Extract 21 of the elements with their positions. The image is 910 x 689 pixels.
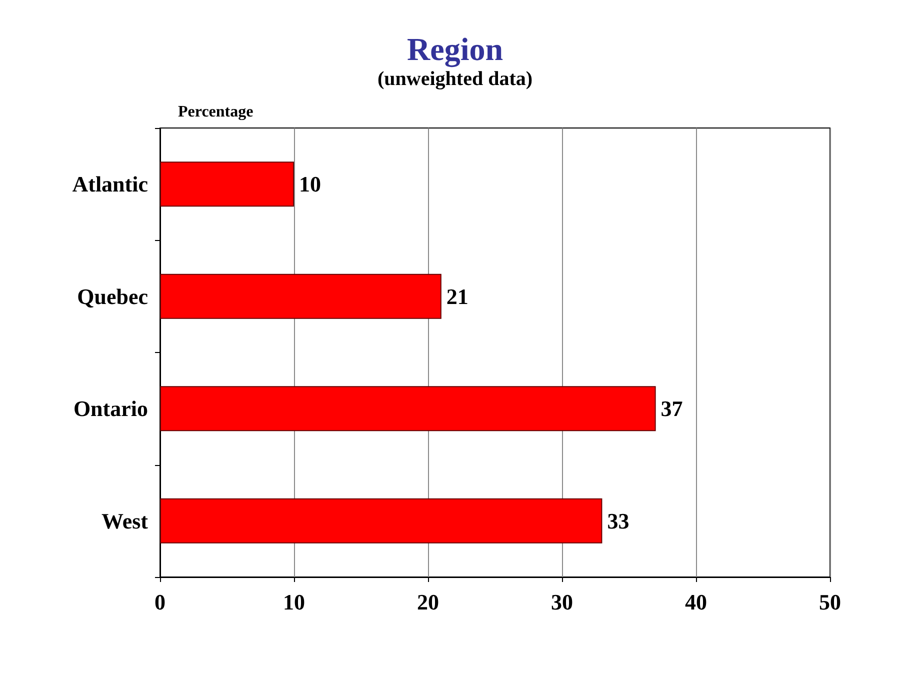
- bar: [160, 274, 442, 319]
- x-tick-label: 0: [154, 590, 166, 614]
- x-tick-label: 40: [685, 590, 707, 614]
- chart-subtitle: (unweighted data): [377, 68, 533, 90]
- x-tick-label: 10: [283, 590, 305, 614]
- x-tick-label: 20: [417, 590, 439, 614]
- x-tick-label: 30: [551, 590, 573, 614]
- x-axis-title: Percentage: [178, 104, 254, 120]
- y-tick-label: Ontario: [73, 396, 148, 422]
- bar: [160, 386, 656, 432]
- bar: [160, 498, 602, 544]
- data-label: 10: [299, 172, 321, 197]
- data-label: 37: [660, 396, 683, 422]
- bar: [160, 162, 294, 207]
- x-tick-label: 50: [819, 590, 841, 614]
- y-tick-label: West: [102, 508, 149, 534]
- data-label: 33: [607, 508, 630, 534]
- data-label: 21: [446, 284, 468, 309]
- chart-title: Region: [407, 31, 504, 68]
- y-tick-label: Atlantic: [72, 172, 148, 197]
- y-tick-label: Quebec: [77, 284, 148, 309]
